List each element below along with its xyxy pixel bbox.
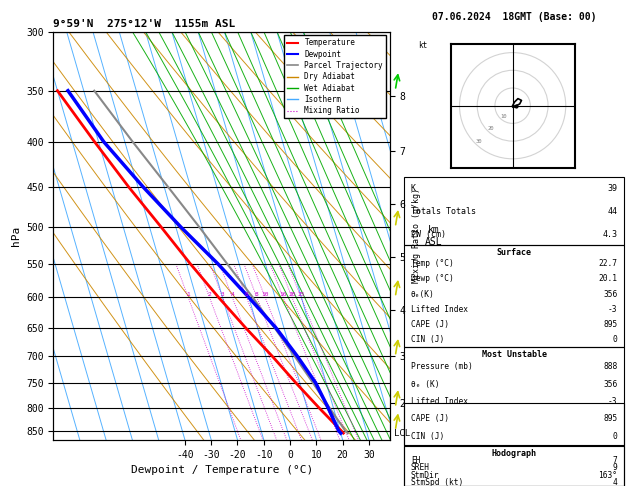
Text: 44: 44 bbox=[608, 207, 618, 216]
X-axis label: Dewpoint / Temperature (°C): Dewpoint / Temperature (°C) bbox=[131, 465, 313, 475]
Text: 4.3: 4.3 bbox=[603, 229, 618, 239]
Text: 0: 0 bbox=[613, 432, 618, 440]
Text: 2: 2 bbox=[208, 293, 211, 297]
Text: 4: 4 bbox=[613, 478, 618, 486]
Text: Totals Totals: Totals Totals bbox=[411, 207, 476, 216]
Text: Lifted Index: Lifted Index bbox=[411, 305, 468, 314]
Text: 8: 8 bbox=[255, 293, 259, 297]
Text: CIN (J): CIN (J) bbox=[411, 432, 444, 440]
Text: StmDir: StmDir bbox=[411, 470, 440, 480]
Text: 4: 4 bbox=[230, 293, 234, 297]
Text: 10: 10 bbox=[500, 114, 507, 119]
Text: CAPE (J): CAPE (J) bbox=[411, 320, 449, 329]
Text: 16: 16 bbox=[279, 293, 287, 297]
Text: Mixing Ratio (g/kg): Mixing Ratio (g/kg) bbox=[413, 188, 421, 283]
Text: CAPE (J): CAPE (J) bbox=[411, 414, 449, 423]
Legend: Temperature, Dewpoint, Parcel Trajectory, Dry Adiabat, Wet Adiabat, Isotherm, Mi: Temperature, Dewpoint, Parcel Trajectory… bbox=[284, 35, 386, 118]
Text: SREH: SREH bbox=[411, 463, 430, 472]
Text: 20: 20 bbox=[288, 293, 296, 297]
Text: Dewp (°C): Dewp (°C) bbox=[411, 275, 454, 283]
Text: 07.06.2024  18GMT (Base: 00): 07.06.2024 18GMT (Base: 00) bbox=[432, 12, 596, 22]
Text: -3: -3 bbox=[608, 397, 618, 406]
Text: Hodograph: Hodograph bbox=[492, 449, 537, 458]
Text: -3: -3 bbox=[608, 305, 618, 314]
Text: 39: 39 bbox=[608, 184, 618, 193]
Text: 22.7: 22.7 bbox=[599, 259, 618, 268]
Text: 9: 9 bbox=[613, 463, 618, 472]
Text: 163°: 163° bbox=[599, 470, 618, 480]
Text: 30: 30 bbox=[476, 139, 482, 144]
Text: 895: 895 bbox=[603, 414, 618, 423]
Text: StmSpd (kt): StmSpd (kt) bbox=[411, 478, 463, 486]
Text: 0: 0 bbox=[613, 335, 618, 345]
Text: θₑ (K): θₑ (K) bbox=[411, 380, 440, 389]
Text: 20: 20 bbox=[488, 126, 494, 132]
Text: 356: 356 bbox=[603, 380, 618, 389]
Text: 8: 8 bbox=[245, 293, 248, 297]
Text: kt: kt bbox=[418, 41, 427, 51]
Text: 25: 25 bbox=[298, 293, 305, 297]
Text: 888: 888 bbox=[603, 363, 618, 371]
Text: LCL: LCL bbox=[394, 429, 410, 438]
Text: CIN (J): CIN (J) bbox=[411, 335, 444, 345]
Text: Pressure (mb): Pressure (mb) bbox=[411, 363, 472, 371]
Text: Most Unstable: Most Unstable bbox=[482, 350, 547, 359]
Y-axis label: km
ASL: km ASL bbox=[425, 225, 442, 246]
Text: Temp (°C): Temp (°C) bbox=[411, 259, 454, 268]
Text: 20.1: 20.1 bbox=[599, 275, 618, 283]
Text: K: K bbox=[411, 184, 416, 193]
Y-axis label: hPa: hPa bbox=[11, 226, 21, 246]
Text: EH: EH bbox=[411, 456, 420, 465]
Text: 7: 7 bbox=[613, 456, 618, 465]
Text: θₑ(K): θₑ(K) bbox=[411, 290, 435, 299]
Text: Surface: Surface bbox=[497, 248, 532, 257]
Text: Lifted Index: Lifted Index bbox=[411, 397, 468, 406]
Text: 895: 895 bbox=[603, 320, 618, 329]
Text: 356: 356 bbox=[603, 290, 618, 299]
Text: 10: 10 bbox=[262, 293, 269, 297]
Text: 3: 3 bbox=[221, 293, 225, 297]
Text: 1: 1 bbox=[186, 293, 190, 297]
Text: PW (cm): PW (cm) bbox=[411, 229, 446, 239]
Text: 9°59'N  275°12'W  1155m ASL: 9°59'N 275°12'W 1155m ASL bbox=[53, 19, 236, 30]
